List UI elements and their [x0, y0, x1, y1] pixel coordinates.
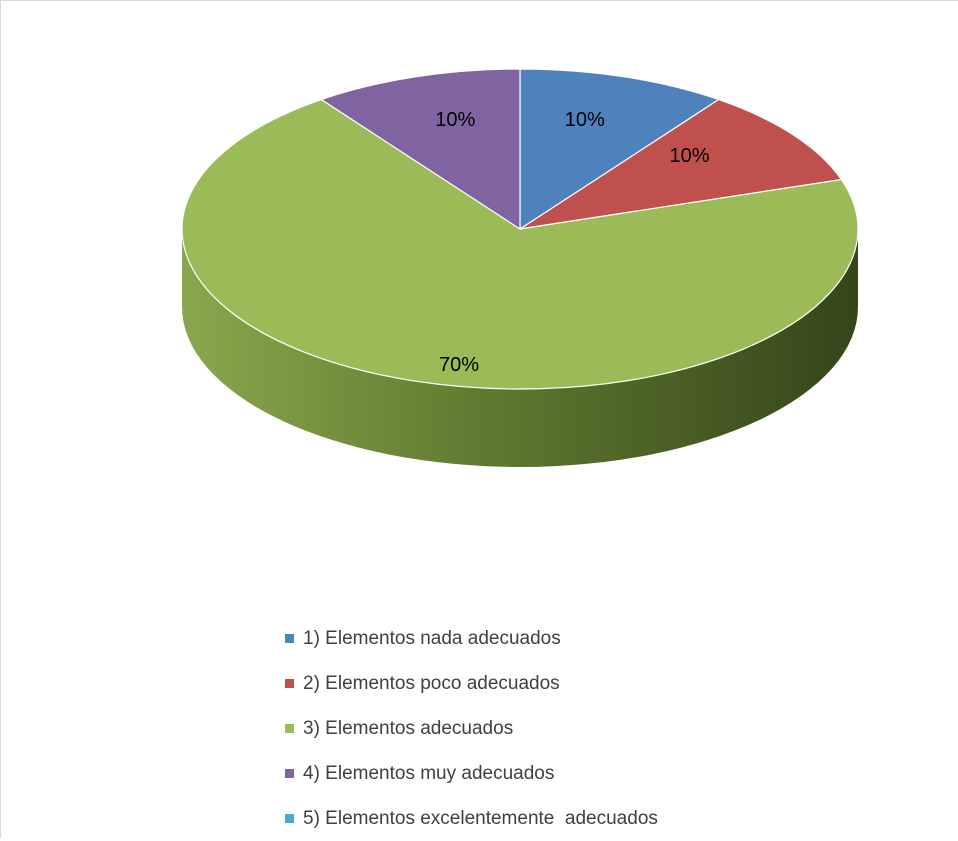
pie-slice-2: [519, 98, 843, 230]
legend-label-4: 4) Elementos muy adecuados: [303, 762, 555, 784]
data-label-1: 10%: [565, 109, 605, 131]
pie-side-wall: [182, 229, 858, 467]
legend: 1) Elementos nada adecuados 2) Elementos …: [285, 616, 658, 841]
legend-swatch-5: [285, 814, 294, 823]
pie-slice-1: [519, 68, 721, 231]
data-label-4: 10%: [435, 109, 475, 131]
legend-swatch-4: [285, 769, 294, 778]
data-label-3: 70%: [439, 354, 479, 376]
legend-label-5: 5) Elementos excelentemente adecuados: [303, 807, 658, 829]
legend-item-2: 2) Elementos poco adecuados: [285, 661, 658, 706]
legend-swatch-2: [285, 679, 294, 688]
legend-item-4: 4) Elementos muy adecuados: [285, 751, 658, 796]
pie-slice-3: [181, 98, 859, 390]
legend-item-5: 5) Elementos excelentemente adecuados: [285, 796, 658, 841]
legend-label-3: 3) Elementos adecuados: [303, 717, 514, 739]
legend-label-2: 2) Elementos poco adecuados: [303, 672, 560, 694]
pie-slice-4: [319, 68, 521, 231]
legend-item-3: 3) Elementos adecuados: [285, 706, 658, 751]
legend-swatch-1: [285, 634, 294, 643]
legend-label-1: 1) Elementos nada adecuados: [303, 627, 561, 649]
legend-item-1: 1) Elementos nada adecuados: [285, 616, 658, 661]
legend-swatch-3: [285, 724, 294, 733]
data-label-2: 10%: [670, 145, 710, 167]
